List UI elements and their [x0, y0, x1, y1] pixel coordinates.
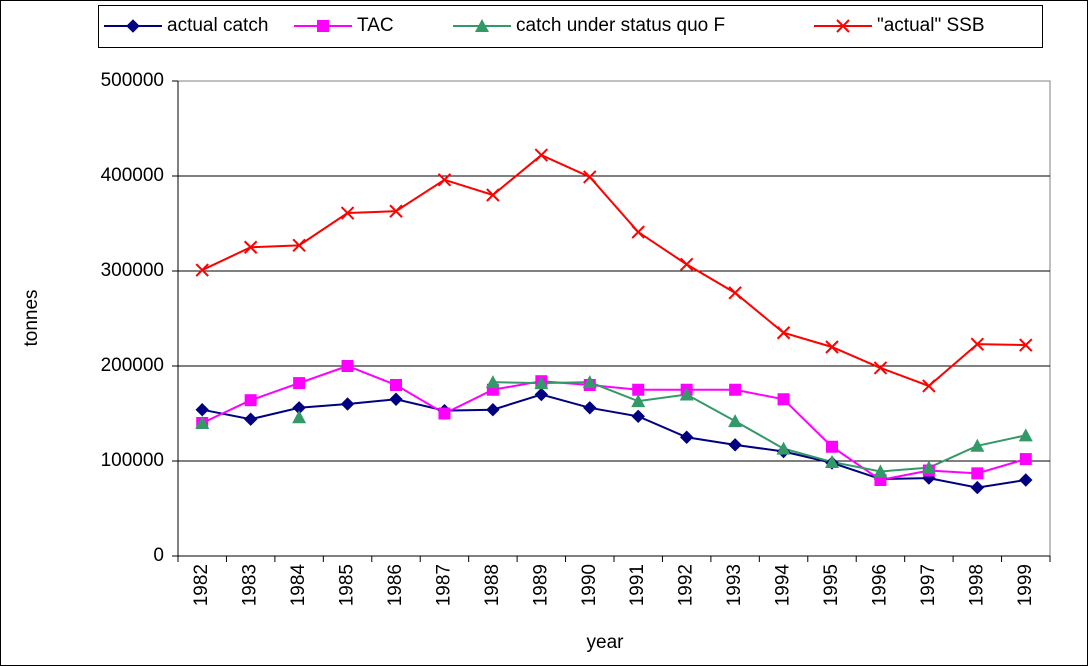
x-tick-label: 1984	[288, 564, 309, 607]
legend-marker	[317, 20, 329, 32]
x-tick-label: 1992	[676, 564, 697, 606]
data-point	[243, 240, 258, 254]
legend-label: TAC	[357, 15, 394, 36]
data-point	[486, 402, 500, 417]
data-point	[390, 379, 402, 391]
x-tick-label: 1983	[240, 564, 261, 606]
data-point	[1019, 453, 1032, 466]
data-point	[922, 379, 936, 393]
y-tick-label: 0	[153, 545, 164, 566]
data-point	[729, 383, 742, 396]
data-point	[341, 360, 354, 372]
x-tick-label: 1997	[918, 564, 939, 606]
data-point	[679, 387, 694, 401]
data-point	[728, 438, 742, 452]
data-point	[534, 387, 549, 402]
data-point	[631, 225, 645, 239]
y-tick-label: 500000	[101, 70, 164, 91]
data-point	[728, 286, 742, 300]
legend-marker	[475, 19, 489, 32]
data-point	[534, 148, 549, 162]
x-tick-label: 1985	[337, 564, 358, 606]
data-point	[826, 440, 838, 453]
data-point	[292, 238, 306, 253]
data-point	[534, 376, 549, 390]
x-tick-label: 1988	[482, 564, 503, 606]
data-point	[243, 412, 258, 426]
legend-label: catch under status quo F	[516, 15, 725, 36]
data-point	[340, 397, 355, 411]
data-point	[438, 407, 451, 420]
data-point	[292, 410, 307, 424]
x-tick-label: 1989	[530, 564, 551, 606]
x-tick-label: 1993	[724, 564, 745, 606]
data-point	[244, 394, 257, 407]
legend-box	[98, 5, 1043, 48]
legend-label: "actual" SSB	[877, 15, 985, 36]
x-tick-label: 1998	[966, 564, 987, 606]
x-tick-label: 1986	[385, 564, 406, 606]
data-point	[437, 173, 452, 187]
data-point	[825, 454, 839, 468]
data-point	[632, 383, 645, 396]
x-axis-title: year	[587, 632, 625, 653]
data-point	[582, 375, 597, 389]
series-line	[201, 364, 1027, 482]
data-point	[195, 416, 210, 429]
x-tick-label: 1990	[579, 564, 600, 606]
legend-marker	[836, 19, 850, 33]
x-tick-label: 1982	[191, 564, 212, 606]
data-point	[1019, 338, 1033, 352]
y-tick-label: 400000	[101, 165, 164, 186]
data-point	[873, 464, 888, 478]
x-tick-label: 1994	[773, 564, 794, 607]
data-point	[873, 361, 888, 375]
data-point	[340, 206, 355, 220]
data-point	[825, 340, 839, 354]
legend-label: actual catch	[167, 15, 268, 36]
data-point	[631, 394, 646, 408]
data-point	[776, 441, 791, 455]
data-point	[631, 409, 645, 424]
data-point	[486, 188, 500, 202]
x-tick-label: 1991	[627, 564, 648, 606]
plot-area	[177, 80, 1051, 557]
data-point	[679, 430, 694, 444]
y-tick-label: 100000	[101, 450, 164, 471]
x-tick-label: 1995	[821, 564, 842, 606]
x-tick-label: 1999	[1015, 564, 1036, 606]
data-point	[679, 257, 694, 272]
y-tick-label: 200000	[101, 355, 164, 376]
data-point	[970, 337, 985, 351]
series-line	[201, 153, 1026, 388]
data-point	[195, 263, 209, 277]
data-point	[970, 480, 985, 495]
data-point	[1018, 428, 1033, 442]
data-point	[195, 402, 209, 417]
y-tick-label: 300000	[101, 260, 164, 281]
data-point	[583, 401, 597, 415]
x-tick-label: 1987	[433, 564, 454, 606]
data-point	[921, 460, 936, 474]
data-point	[777, 393, 790, 406]
data-point	[389, 392, 403, 406]
data-point	[776, 326, 791, 340]
data-point	[1019, 473, 1033, 487]
series-line	[492, 381, 1026, 473]
data-point	[971, 467, 984, 480]
data-point	[389, 204, 403, 218]
data-point	[583, 170, 597, 184]
data-point	[728, 414, 743, 428]
data-point	[970, 438, 985, 452]
legend-marker	[126, 19, 140, 33]
x-tick-label: 1996	[869, 564, 890, 606]
data-point	[293, 377, 306, 390]
y-axis-title: tonnes	[21, 289, 42, 346]
data-point	[485, 375, 500, 389]
